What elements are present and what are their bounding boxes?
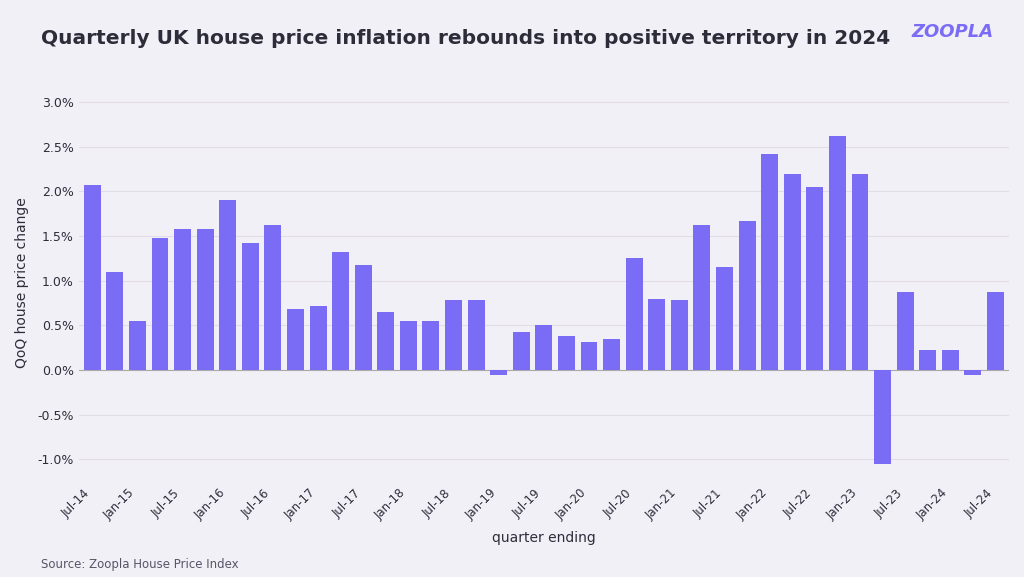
Bar [828, 136, 846, 370]
Bar [581, 342, 597, 370]
Text: Source: Zoopla House Price Index: Source: Zoopla House Price Index [41, 558, 239, 571]
Bar [603, 339, 621, 370]
Bar [129, 321, 145, 370]
Bar [309, 306, 327, 370]
Bar [332, 252, 349, 370]
Bar [693, 226, 711, 370]
Bar [716, 267, 733, 370]
Bar [84, 185, 100, 370]
Text: ZOOPLA: ZOOPLA [911, 23, 993, 41]
Bar [106, 272, 123, 370]
Bar [287, 309, 304, 370]
Bar [219, 200, 237, 370]
Bar [513, 332, 529, 370]
Bar [920, 350, 936, 370]
Bar [468, 301, 484, 370]
Bar [783, 174, 801, 370]
Bar [626, 258, 643, 370]
Bar [852, 174, 868, 370]
Bar [942, 350, 958, 370]
Bar [987, 293, 1004, 370]
Bar [558, 336, 574, 370]
Bar [536, 325, 552, 370]
Y-axis label: QoQ house price change: QoQ house price change [15, 198, 29, 368]
Bar [242, 243, 259, 370]
Bar [197, 229, 214, 370]
Bar [377, 312, 394, 370]
Bar [445, 301, 462, 370]
Bar [738, 221, 756, 370]
Bar [897, 293, 913, 370]
Text: Quarterly UK house price inflation rebounds into positive territory in 2024: Quarterly UK house price inflation rebou… [41, 29, 890, 48]
Bar [152, 238, 169, 370]
Bar [671, 301, 688, 370]
Bar [354, 265, 372, 370]
Bar [874, 370, 891, 464]
Bar [490, 370, 507, 374]
X-axis label: quarter ending: quarter ending [492, 531, 596, 545]
Bar [264, 226, 282, 370]
Bar [761, 154, 778, 370]
Bar [648, 299, 666, 370]
Bar [423, 321, 439, 370]
Bar [174, 229, 191, 370]
Bar [400, 321, 417, 370]
Bar [965, 370, 981, 374]
Bar [806, 187, 823, 370]
